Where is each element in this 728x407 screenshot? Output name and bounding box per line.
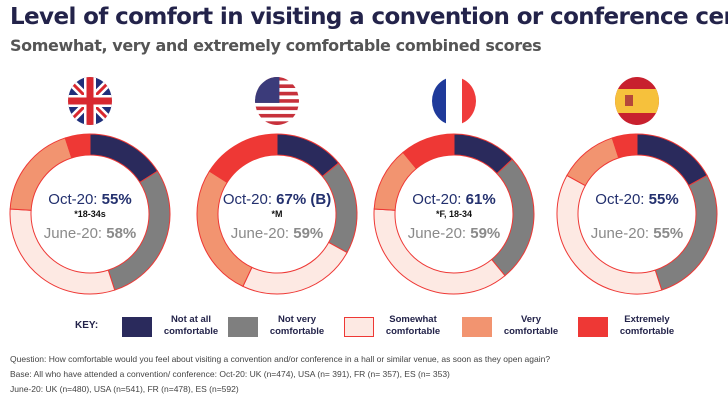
donut-es: Oct-20: 55% June-20: 55% <box>556 77 718 295</box>
donut-fr: Oct-20: 61%*F, 18-34 June-20: 59% <box>373 77 535 295</box>
donut-segment <box>490 158 535 277</box>
legend-swatch <box>344 317 374 337</box>
uk-flag-icon <box>68 77 112 125</box>
donut-segment <box>89 133 159 184</box>
donut-segment <box>208 133 278 184</box>
june-score: June-20: 55% <box>591 225 684 242</box>
footnote-base-oct: Base: All who have attended a convention… <box>10 369 450 379</box>
june-score: June-20: 58% <box>44 225 137 242</box>
legend-swatch <box>578 317 608 337</box>
page-title: Level of comfort in visiting a conventio… <box>10 4 728 30</box>
legend-label: Not very comfortable <box>269 314 325 337</box>
legend-label: Very comfortable <box>503 314 559 337</box>
donut-segment <box>566 137 620 187</box>
legend-swatch <box>228 317 258 337</box>
donut-usa: Oct-20: 67% (B)*M June-20: 59% <box>196 77 358 295</box>
oct-score: Oct-20: 61% <box>412 191 495 208</box>
significance-note: *F, 18-34 <box>436 209 472 219</box>
oct-score: Oct-20: 55% <box>595 191 678 208</box>
legend: KEY: Not at all comfortable Not very comf… <box>0 312 728 342</box>
donut-segment <box>64 133 91 159</box>
spain-flag-icon <box>615 77 659 125</box>
legend-label: Extremely comfortable <box>619 314 675 337</box>
legend-swatch <box>122 317 152 337</box>
significance-note: *M <box>272 209 283 219</box>
significance-note: *18-34s <box>74 209 106 219</box>
donut-segment <box>636 133 708 187</box>
legend-title: KEY: <box>75 320 99 331</box>
legend-swatch <box>462 317 492 337</box>
oct-score: Oct-20: 67% (B) <box>223 191 331 208</box>
june-score: June-20: 59% <box>231 225 324 242</box>
usa-flag-icon <box>255 77 299 125</box>
footnotes: Question: How comfortable would you feel… <box>10 352 550 397</box>
footnote-question: Question: How comfortable would you feel… <box>10 354 551 364</box>
donut-segment <box>402 133 455 170</box>
june-score: June-20: 59% <box>408 225 501 242</box>
legend-label: Not at all comfortable <box>163 314 219 337</box>
oct-score: Oct-20: 55% <box>48 191 131 208</box>
donut-segment <box>9 208 116 295</box>
donut-segment <box>373 208 506 295</box>
donut-segment <box>611 133 638 159</box>
donut-segment <box>242 241 348 295</box>
footnote-base-june: June-20: UK (n=480), USA (n=541), FR (n=… <box>10 384 239 394</box>
page-subtitle: Somewhat, very and extremely comfortable… <box>10 36 542 55</box>
legend-label: Somewhat comfortable <box>385 314 441 337</box>
france-flag-icon <box>432 77 476 125</box>
donut-uk: Oct-20: 55%*18-34s June-20: 58% <box>9 77 171 295</box>
